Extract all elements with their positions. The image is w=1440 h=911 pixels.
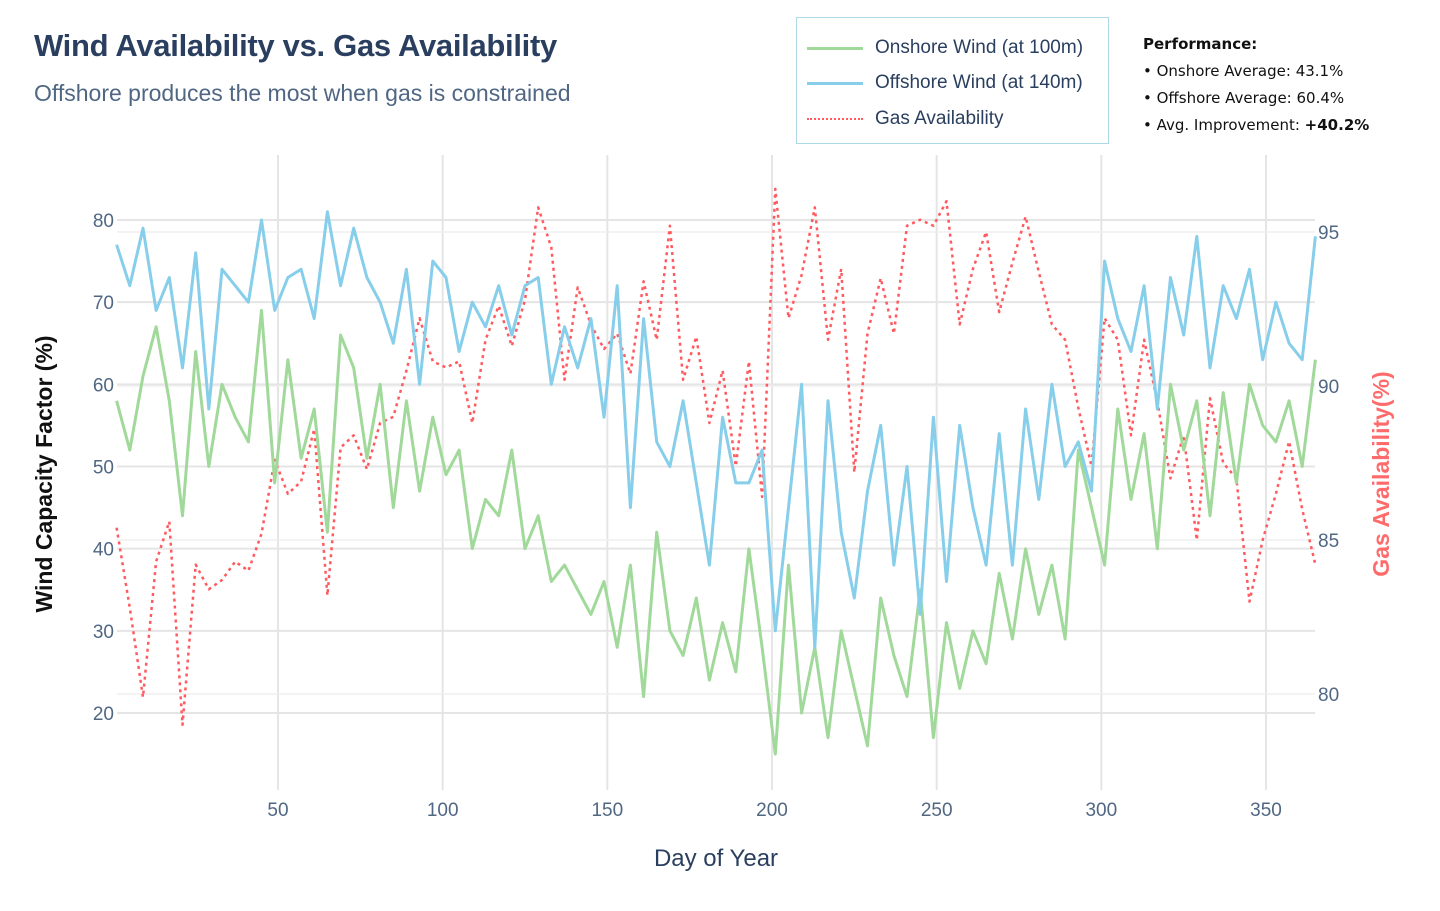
y2-axis-ticks: 80 85 90 95 [1318,223,1339,706]
performance-heading: Performance: [1143,35,1258,53]
series-line-offshore [115,210,1317,649]
y-tick-label: 80 [93,211,114,232]
legend-swatch-onshore [807,46,863,50]
y-tick-label: 60 [93,375,114,396]
perf-value: 60.4% [1296,89,1345,107]
legend-label-onshore: Onshore Wind (at 100m) [875,37,1084,58]
x-tick-label: 150 [591,800,623,821]
perf-value: 43.1% [1295,62,1344,80]
legend: Onshore Wind (at 100m) Offshore Wind (at… [796,17,1109,144]
performance-offshore-average: • Offshore Average: 60.4% [1143,85,1369,112]
series-lines [115,187,1317,756]
y2-tick-label: 85 [1318,531,1339,552]
y-tick-label: 30 [93,622,114,643]
y2-tick-label: 90 [1318,377,1339,398]
legend-item-gas[interactable]: Gas Availability [807,107,1004,131]
grid-lines [117,155,1315,790]
x-tick-label: 300 [1085,800,1117,821]
y-tick-label: 40 [93,540,114,561]
legend-label-offshore: Offshore Wind (at 140m) [875,72,1083,93]
y-axis-ticks: 20 30 40 50 60 70 80 [93,211,114,725]
chart-title: Wind Availability vs. Gas Availability [34,28,557,63]
performance-improvement: • Avg. Improvement: +40.2% [1143,112,1369,139]
performance-onshore-average: • Onshore Average: 43.1% [1143,58,1369,85]
perf-label: • Onshore Average: [1143,62,1296,80]
perf-label: • Avg. Improvement: [1143,116,1305,134]
legend-swatch-offshore [807,81,863,85]
x-tick-label: 100 [427,800,459,821]
x-tick-label: 50 [267,800,288,821]
y-tick-label: 20 [93,704,114,725]
y2-tick-label: 95 [1318,223,1339,244]
x-axis-title: Day of Year [654,845,778,872]
y-tick-label: 50 [93,458,114,479]
x-tick-label: 250 [921,800,953,821]
chart-subtitle: Offshore produces the most when gas is c… [34,80,571,106]
perf-label: • Offshore Average: [1143,89,1297,107]
x-axis-ticks: 50 100 150 200 250 300 350 [267,800,1281,821]
legend-swatch-gas [807,118,863,120]
y2-axis-title: Gas Availability(%) [1368,371,1394,576]
legend-item-onshore[interactable]: Onshore Wind (at 100m) [807,36,1083,60]
series-line-gas [115,187,1317,727]
perf-value: +40.2% [1304,116,1370,134]
legend-item-offshore[interactable]: Offshore Wind (at 140m) [807,71,1083,95]
y-axis-title: Wind Capacity Factor (%) [31,335,57,612]
x-tick-label: 350 [1250,800,1282,821]
legend-label-gas: Gas Availability [875,108,1004,129]
y2-tick-label: 80 [1318,685,1339,706]
performance-annotation: Performance: • Onshore Average: 43.1% • … [1143,31,1369,139]
series-line-onshore [115,308,1317,756]
y-tick-label: 70 [93,293,114,314]
x-tick-label: 200 [756,800,788,821]
